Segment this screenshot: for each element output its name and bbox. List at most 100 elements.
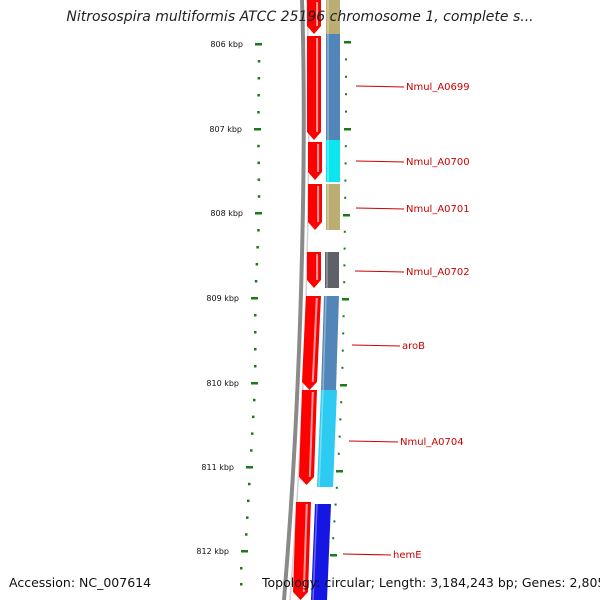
gene-block-Nmul_A0702 [325,252,339,288]
forward-gene-arrow-shine [311,297,318,383]
inner-minor-tick [345,58,347,61]
sequence-title: Nitrosospira multiformis ATCC 25196 chro… [66,9,534,25]
minor-tick [257,178,261,181]
minor-tick [257,195,261,198]
major-tick [241,550,248,553]
gene-label-aroB: aroB [402,341,425,352]
label-leader-line [355,85,405,88]
label-leader-line [355,160,405,163]
inner-minor-tick [335,486,338,489]
inner-major-tick [340,384,347,387]
gene-block-aroB [321,296,339,390]
inner-minor-tick [341,366,344,369]
inner-minor-tick [332,537,335,540]
gene-block-hemE-shine [312,503,318,600]
inner-minor-tick [344,196,347,199]
minor-tick [257,111,260,114]
inner-minor-tick [343,247,346,250]
gene-track [311,0,340,600]
inner-major-tick [342,298,349,301]
major-tick [251,382,258,385]
major-tick [251,297,258,300]
minor-tick [256,246,259,249]
kbp-ruler: 806 kbp 807 kbp 808 kbp 809 kbp 810 kbp 811 k… [196,40,351,586]
gene-label-Nmul_A0704: Nmul_A0704 [400,437,464,448]
minor-tick [250,449,253,452]
inner-minor-tick [343,264,346,267]
gene-block-Nmul_A0699 [326,34,340,140]
inner-minor-tick [345,93,347,96]
major-tick [255,212,262,215]
label-leader-line [351,344,401,347]
topology-summary: Topology: circular; Length: 3,184,243 bp… [262,575,600,590]
forward-gene-arrow [307,252,321,288]
kbp-tick-label: 809 kbp [206,294,239,303]
minor-tick [247,499,250,503]
gene-block-Nmul_A0704 [317,390,337,487]
minor-tick [240,583,243,586]
minor-tick [255,263,259,266]
minor-tick [257,77,261,80]
gene-label-Nmul_A0702: Nmul_A0702 [406,267,470,278]
inner-minor-tick [345,110,347,113]
gene-block-Nmul_A0700 [326,140,340,182]
major-tick [254,128,261,131]
major-tick [246,466,253,469]
inner-minor-tick [334,503,337,506]
inner-minor-tick [343,230,346,233]
inner-major-tick [343,214,350,217]
minor-tick [240,567,243,570]
label-leader-line [354,270,405,273]
forward-gene-arrow-shine [302,503,308,593]
inner-minor-tick [340,401,343,404]
inner-minor-tick [345,75,347,78]
forward-gene-arrow [302,296,321,390]
forward-strand-track [293,0,322,600]
inner-major-tick [344,41,351,44]
minor-tick [253,398,256,402]
forward-gene-arrow-shine [308,391,314,478]
gene-labels: Nmul_A0699 Nmul_A0700 Nmul_A0701 Nmul_A0702… [342,82,470,561]
inner-minor-tick [344,162,347,165]
minor-tick [257,229,260,232]
label-leader-line [355,207,405,210]
inner-minor-tick [337,452,340,455]
inner-major-tick [344,128,351,131]
major-tick [255,43,262,46]
minor-tick [257,60,261,63]
forward-gene-arrow [308,142,322,180]
forward-gene-arrow [308,184,322,230]
kbp-tick-label: 811 kbp [201,463,234,472]
inner-minor-tick [342,315,345,318]
gene-block-aroB-shine [322,295,327,391]
minor-tick [252,415,255,419]
gene-label-Nmul_A0700: Nmul_A0700 [406,157,470,168]
minor-tick [254,348,257,351]
accession-label: Accession: NC_007614 [9,575,152,590]
minor-tick [254,280,258,283]
inner-minor-tick [339,418,342,421]
minor-tick [246,516,249,519]
backbone-line [282,0,306,600]
inner-major-tick [330,554,337,557]
upstream-gene-block [326,0,340,34]
kbp-tick-label: 810 kbp [206,379,239,388]
gene-block-Nmul_A0704-shine [318,389,324,488]
inner-minor-tick [338,435,341,438]
inner-minor-tick [341,349,344,352]
minor-tick [257,144,260,148]
gene-label-Nmul_A0701: Nmul_A0701 [406,204,470,215]
kbp-tick-label: 806 kbp [210,40,243,49]
minor-tick [254,365,257,368]
label-leader-line [342,553,392,556]
gene-block-hemE [311,504,331,600]
gene-block-Nmul_A0701 [326,184,340,230]
minor-tick [251,432,254,435]
kbp-tick-label: 812 kbp [196,547,229,556]
minor-tick [257,94,260,97]
inner-minor-tick [344,145,347,148]
label-leader-line [348,440,399,443]
gene-label-Nmul_A0699: Nmul_A0699 [406,82,470,93]
inner-minor-tick [333,520,336,523]
minor-tick [254,314,257,317]
